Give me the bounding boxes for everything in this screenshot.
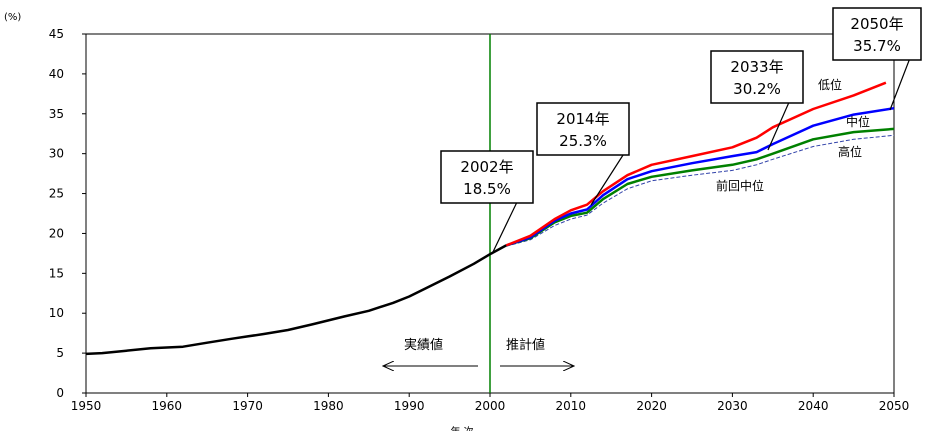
callout-2033: 2033年 30.2% bbox=[710, 50, 804, 151]
series-label-low: 低位 bbox=[818, 77, 842, 92]
y-tick-label: 35 bbox=[49, 107, 64, 121]
y-tick-label: 10 bbox=[49, 306, 64, 320]
callout-2033-year: 2033年 bbox=[730, 58, 783, 76]
y-tick-label: 20 bbox=[49, 226, 64, 240]
y-tick-label: 45 bbox=[49, 27, 64, 41]
callout-2050-year: 2050年 bbox=[850, 15, 903, 33]
x-axis: 1950 1960 1970 1980 1990 2000 2010 2020 2030 2040… bbox=[71, 393, 910, 413]
callout-2002-year: 2002年 bbox=[460, 158, 513, 176]
y-tick-label: 0 bbox=[56, 386, 64, 400]
y-tick-label: 30 bbox=[49, 147, 64, 161]
x-tick-label: 2040 bbox=[798, 399, 829, 413]
series-line-high bbox=[505, 127, 895, 247]
series-line-actual bbox=[85, 244, 507, 356]
x-tick-label: 1980 bbox=[313, 399, 344, 413]
x-tick-label: 2010 bbox=[556, 399, 587, 413]
x-tick-label: 1990 bbox=[394, 399, 425, 413]
period-label-actual: 実績値 bbox=[404, 337, 443, 353]
series-layer bbox=[85, 81, 895, 356]
period-arrow-projected: 推計値 bbox=[500, 337, 574, 366]
y-tick-label: 40 bbox=[49, 67, 64, 81]
callout-2014-year: 2014年 bbox=[556, 110, 609, 128]
x-tick-label: 2050 bbox=[879, 399, 910, 413]
period-label-projected: 推計値 bbox=[506, 337, 545, 353]
y-axis: 0 5 10 15 20 25 30 35 40 45 bbox=[49, 27, 86, 400]
series-line-medium bbox=[505, 106, 895, 247]
x-tick-label: 1950 bbox=[71, 399, 102, 413]
x-tick-label: 2030 bbox=[717, 399, 748, 413]
series-line-previous bbox=[506, 134, 895, 247]
x-tick-label: 1960 bbox=[152, 399, 183, 413]
y-tick-label: 5 bbox=[56, 346, 64, 360]
callout-2002: 2002年 18.5% bbox=[440, 150, 534, 255]
y-tick-label: 15 bbox=[49, 266, 64, 280]
series-line-low bbox=[505, 81, 887, 247]
x-tick-label: 2000 bbox=[475, 399, 506, 413]
series-label-medium: 中位 bbox=[846, 114, 870, 129]
x-tick-label: 2020 bbox=[636, 399, 667, 413]
y-tick-label: 25 bbox=[49, 187, 64, 201]
x-tick-label: 1970 bbox=[232, 399, 263, 413]
callout-2050: 2050年 35.7% bbox=[832, 7, 922, 111]
series-label-high: 高位 bbox=[838, 144, 862, 159]
callout-2014: 2014年 25.3% bbox=[536, 102, 630, 206]
series-label-previous: 前回中位 bbox=[716, 178, 764, 193]
y-unit-label: (%) bbox=[4, 12, 21, 23]
callout-2033-value: 30.2% bbox=[733, 80, 781, 98]
period-arrow-actual: 実績値 bbox=[383, 337, 478, 366]
callout-2014-value: 25.3% bbox=[559, 132, 607, 150]
x-axis-title: 年 次 bbox=[450, 425, 473, 431]
callout-2050-value: 35.7% bbox=[853, 37, 901, 55]
callout-2002-value: 18.5% bbox=[463, 180, 511, 198]
